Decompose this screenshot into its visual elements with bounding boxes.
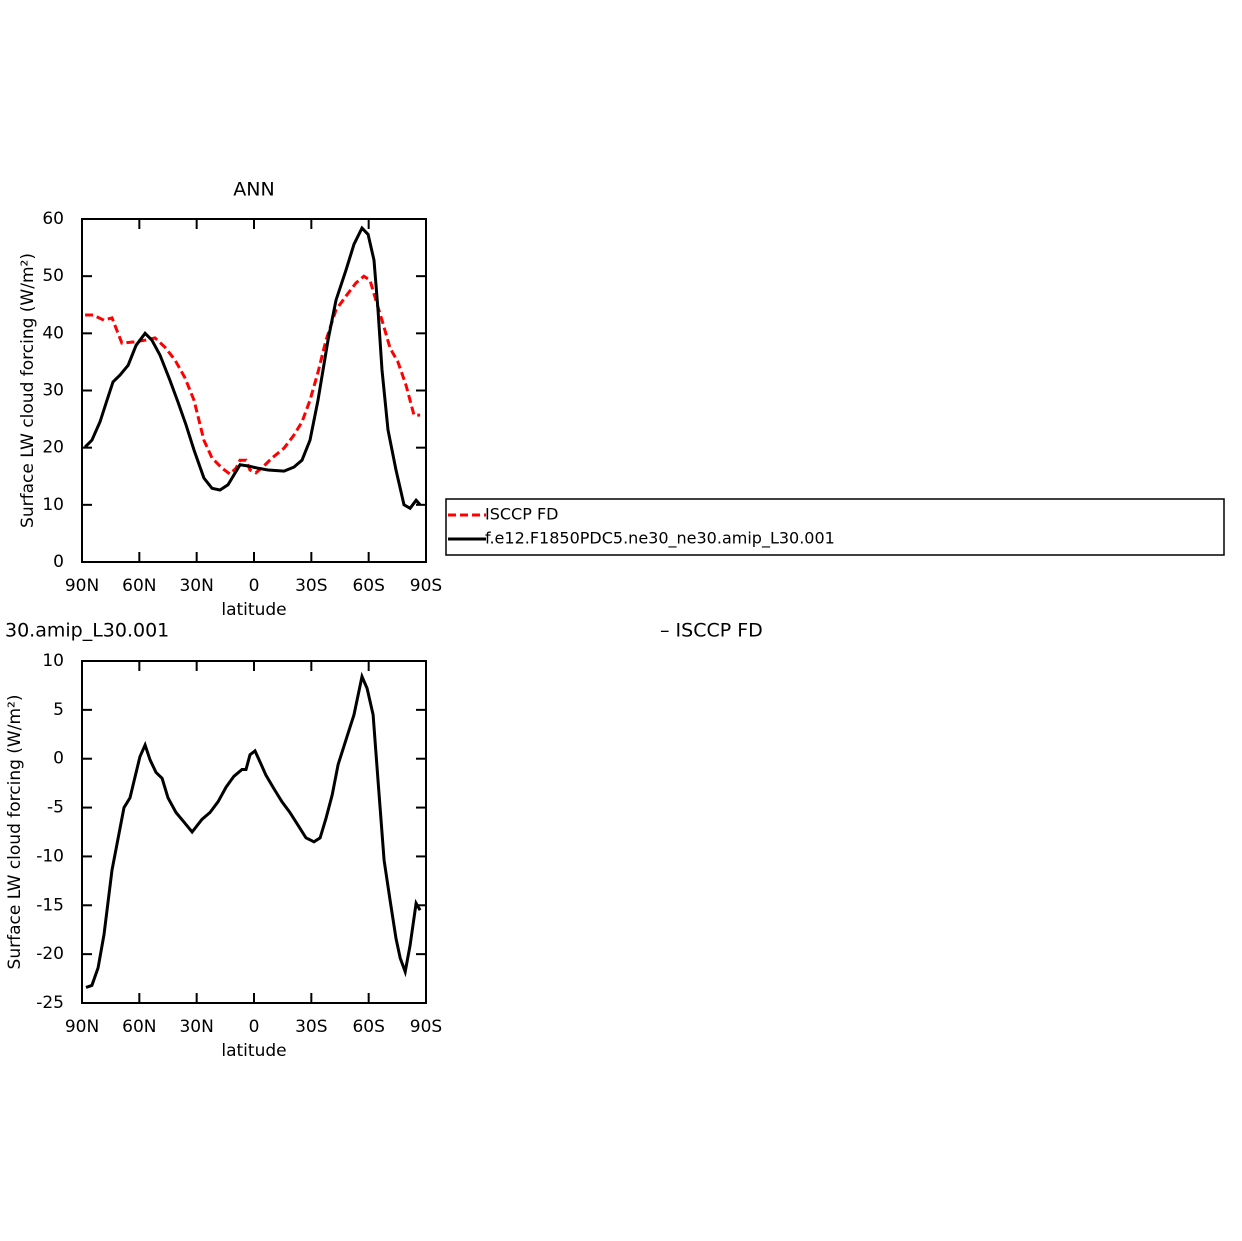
legend-box: [445, 498, 1225, 556]
x-tick-label: 30S: [295, 576, 327, 596]
series-line: [85, 274, 421, 476]
chart-title: ANN: [233, 179, 274, 201]
y-tick-label: 20: [42, 438, 64, 458]
x-axis-label: latitude: [221, 600, 286, 620]
y-tick-label: -20: [36, 944, 64, 964]
legend-label: ISCCP FD: [485, 505, 558, 524]
y-tick-label: -5: [47, 798, 64, 818]
x-tick-label: 30S: [295, 1017, 327, 1037]
y-tick-label: 30: [42, 381, 64, 401]
chart-subtitle: – ISCCP FD: [660, 620, 763, 642]
y-tick-label: 10: [42, 495, 64, 515]
x-tick-label: 90N: [65, 1017, 99, 1037]
x-tick-label: 60N: [122, 1017, 156, 1037]
legend-label: f.e12.F1850PDC5.ne30_ne30.amip_L30.001: [485, 529, 835, 549]
y-tick-label: -15: [36, 895, 64, 915]
chart-title: 30.amip_L30.001: [5, 620, 169, 642]
y-tick-label: 0: [53, 749, 64, 769]
x-tick-label: 30N: [179, 576, 213, 596]
plot-frame: [81, 660, 427, 1004]
x-tick-label: 60S: [352, 1017, 384, 1037]
x-tick-label: 90N: [65, 576, 99, 596]
y-tick-label: 5: [53, 700, 64, 720]
series-line: [84, 225, 422, 511]
y-axis-label: Surface LW cloud forcing (W/m²): [18, 253, 38, 528]
x-tick-label: 90S: [410, 1017, 442, 1037]
x-axis-label: latitude: [221, 1041, 286, 1061]
y-tick-label: 50: [42, 266, 64, 286]
x-tick-label: 60N: [122, 576, 156, 596]
y-tick-label: 10: [42, 651, 64, 671]
x-tick-label: 60S: [352, 576, 384, 596]
y-tick-label: 40: [42, 323, 64, 343]
y-tick-label: 0: [53, 552, 64, 572]
y-axis-label: Surface LW cloud forcing (W/m²): [5, 695, 25, 970]
x-tick-label: 0: [249, 576, 260, 596]
y-tick-label: 60: [42, 209, 64, 229]
y-tick-label: -25: [36, 993, 64, 1013]
x-tick-label: 90S: [410, 576, 442, 596]
y-tick-label: -10: [36, 846, 64, 866]
series-line: [85, 671, 422, 989]
x-tick-label: 30N: [179, 1017, 213, 1037]
x-tick-label: 0: [249, 1017, 260, 1037]
